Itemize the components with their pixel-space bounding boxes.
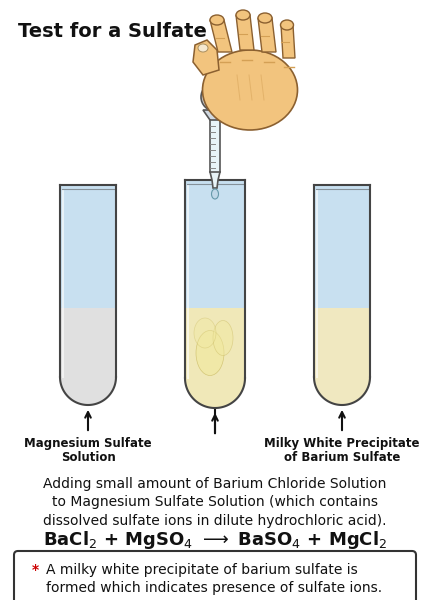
Text: *: * [32, 563, 44, 577]
Ellipse shape [210, 15, 224, 25]
Bar [314, 308, 370, 377]
Polygon shape [281, 25, 295, 58]
Ellipse shape [280, 20, 294, 30]
Ellipse shape [203, 50, 298, 130]
Ellipse shape [212, 189, 218, 199]
Ellipse shape [236, 10, 250, 20]
Ellipse shape [185, 348, 245, 408]
Ellipse shape [258, 13, 272, 23]
Text: Adding small amount of Barium Chloride Solution
to Magnesium Sulfate Solution (w: Adding small amount of Barium Chloride S… [43, 477, 387, 528]
Polygon shape [203, 110, 227, 120]
Text: Milky White Precipitate: Milky White Precipitate [264, 437, 420, 450]
Text: of Barium Sulfate: of Barium Sulfate [284, 451, 400, 464]
Ellipse shape [314, 349, 370, 405]
Ellipse shape [213, 320, 233, 355]
Text: Test for a Sulfate: Test for a Sulfate [18, 22, 207, 41]
Bar [314, 185, 370, 308]
Bar [185, 180, 245, 308]
Text: BaCl$_2$ + MgSO$_4$ $\longrightarrow$ BaSO$_4$ + MgCl$_2$: BaCl$_2$ + MgSO$_4$ $\longrightarrow$ Ba… [43, 529, 387, 551]
Ellipse shape [194, 318, 216, 348]
Text: Solution: Solution [61, 451, 115, 464]
Ellipse shape [198, 44, 208, 52]
Polygon shape [236, 15, 254, 50]
Text: Magnesium Sulfate: Magnesium Sulfate [24, 437, 152, 450]
Ellipse shape [196, 331, 224, 376]
Polygon shape [210, 20, 232, 52]
Ellipse shape [208, 79, 222, 91]
Polygon shape [193, 40, 219, 75]
Bar [60, 185, 116, 308]
Ellipse shape [201, 83, 229, 111]
Text: A milky white precipitate of barium sulfate is
formed which indicates presence o: A milky white precipitate of barium sulf… [46, 563, 382, 595]
FancyBboxPatch shape [14, 551, 416, 600]
Bar [60, 308, 116, 377]
Ellipse shape [60, 349, 116, 405]
Bar [185, 308, 245, 378]
Polygon shape [210, 172, 220, 188]
Polygon shape [258, 18, 276, 52]
